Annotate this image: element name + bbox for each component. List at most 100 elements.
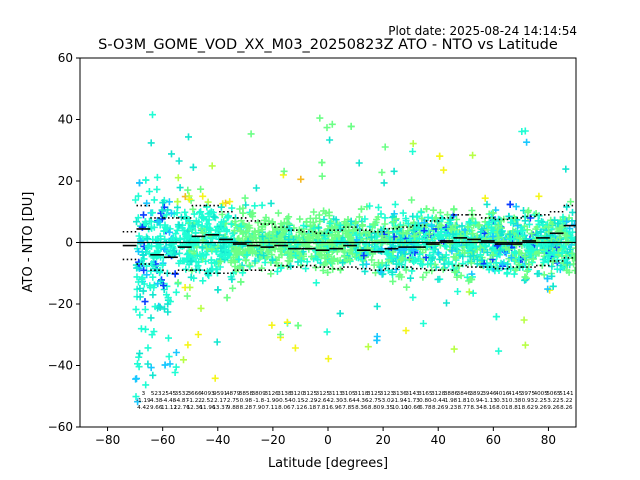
scatter-point <box>356 247 364 255</box>
scatter-point <box>142 325 149 333</box>
scatter-point <box>204 240 212 248</box>
scatter-point <box>184 341 192 349</box>
scatter-point <box>144 360 152 368</box>
scatter-point <box>318 159 326 167</box>
x-tick-label: 20 <box>375 433 390 447</box>
scatter-point <box>403 283 411 291</box>
scatter-point <box>322 209 330 217</box>
scatter-point <box>384 266 392 274</box>
scatter-point <box>401 250 409 258</box>
scatter-point <box>136 311 144 319</box>
scatter-point <box>225 242 233 250</box>
scatter-point <box>368 233 375 241</box>
bin-stat-value: 2.17 <box>214 398 227 404</box>
scatter-point <box>183 255 191 263</box>
bin-stat-value: -1.94 <box>392 398 407 404</box>
scatter-point <box>477 228 485 236</box>
scatter-point <box>571 236 576 243</box>
scatter-point <box>146 284 154 292</box>
scatter-point <box>161 235 169 243</box>
scatter-point <box>257 246 265 254</box>
scatter-point <box>544 285 552 293</box>
scatter-point <box>244 237 252 245</box>
scatter-point <box>445 260 453 268</box>
scatter-point <box>143 235 151 243</box>
bin-stat-value: -0.15 <box>290 398 305 404</box>
scatter-point <box>287 262 295 270</box>
scatter-point <box>196 209 204 217</box>
scatter-point <box>184 186 192 194</box>
scatter-point <box>444 211 451 219</box>
scatter-point <box>489 251 497 259</box>
bin-stat-value: 8.77 <box>458 405 471 411</box>
scatter-point <box>147 267 155 275</box>
scatter-point <box>457 272 465 280</box>
scatter-point <box>547 243 555 250</box>
scatter-point <box>407 274 414 282</box>
scatter-point <box>155 218 163 226</box>
bin-stat-value: 2.75 <box>227 398 240 404</box>
scatter-point <box>277 331 284 338</box>
scatter-point <box>416 250 424 258</box>
scatter-point <box>229 284 237 292</box>
scatter-point <box>241 194 249 202</box>
scatter-point <box>487 224 495 232</box>
scatter-point <box>261 216 268 224</box>
scatter-point <box>369 221 377 229</box>
scatter-point <box>134 192 142 200</box>
bin-stat-value: 5065 <box>546 391 561 397</box>
scatter-point <box>450 253 458 261</box>
scatter-point <box>325 230 333 238</box>
scatter-point <box>520 316 528 324</box>
scatter-point <box>563 203 571 211</box>
scatter-point <box>527 245 535 252</box>
x-axis-ticks: −80 −60 −40 −20 0 20 40 60 80 <box>95 427 556 447</box>
bin-stat-value: 2.52 <box>201 398 213 404</box>
scatter-point <box>135 248 142 255</box>
bin-stat-value: 3666 <box>187 391 202 397</box>
bin-stat-value: 11.12 <box>161 405 177 411</box>
scatter-point <box>166 228 173 236</box>
scatter-point <box>378 232 386 240</box>
scatter-point <box>475 221 483 229</box>
scatter-point <box>187 224 194 232</box>
scatter-point <box>161 223 169 231</box>
scatter-point <box>439 215 447 223</box>
scatter-point <box>412 256 420 264</box>
scatter-point <box>443 299 450 307</box>
scatter-point <box>174 174 182 182</box>
scatter-point <box>251 257 259 265</box>
scatter-point <box>549 258 557 266</box>
scatter-point <box>538 235 546 243</box>
scatter-point <box>483 248 491 256</box>
scatter-point <box>137 237 145 245</box>
scatter-point <box>144 344 152 352</box>
bin-stat-value: 0.93 <box>522 398 535 404</box>
scatter-point <box>469 215 477 223</box>
bin-stat-value: 3123 <box>380 391 395 397</box>
bin-stat-value: 3125 <box>316 391 331 397</box>
scatter-point <box>362 240 370 248</box>
scatter-point <box>141 306 149 313</box>
scatter-point <box>412 240 420 248</box>
scatter-point <box>411 233 419 240</box>
scatter-point <box>132 375 140 383</box>
scatter-point <box>136 349 144 357</box>
scatter-point <box>381 143 389 151</box>
scatter-point <box>373 216 381 223</box>
scatter-point <box>358 222 366 230</box>
scatter-point <box>249 235 257 243</box>
bin-stat-value: 3125 <box>303 391 318 397</box>
scatter-point <box>133 273 141 281</box>
scatter-point <box>243 227 251 235</box>
scatter-point <box>489 209 497 217</box>
scatter-point <box>231 218 239 225</box>
scatter-point <box>175 157 183 165</box>
scatter-point <box>319 267 327 274</box>
scatter-point <box>518 249 525 257</box>
scatter-point <box>326 136 334 144</box>
scatter-point <box>377 268 385 276</box>
scatter-point <box>434 223 442 231</box>
scatter-point <box>390 167 398 175</box>
scatter-point <box>171 369 179 376</box>
